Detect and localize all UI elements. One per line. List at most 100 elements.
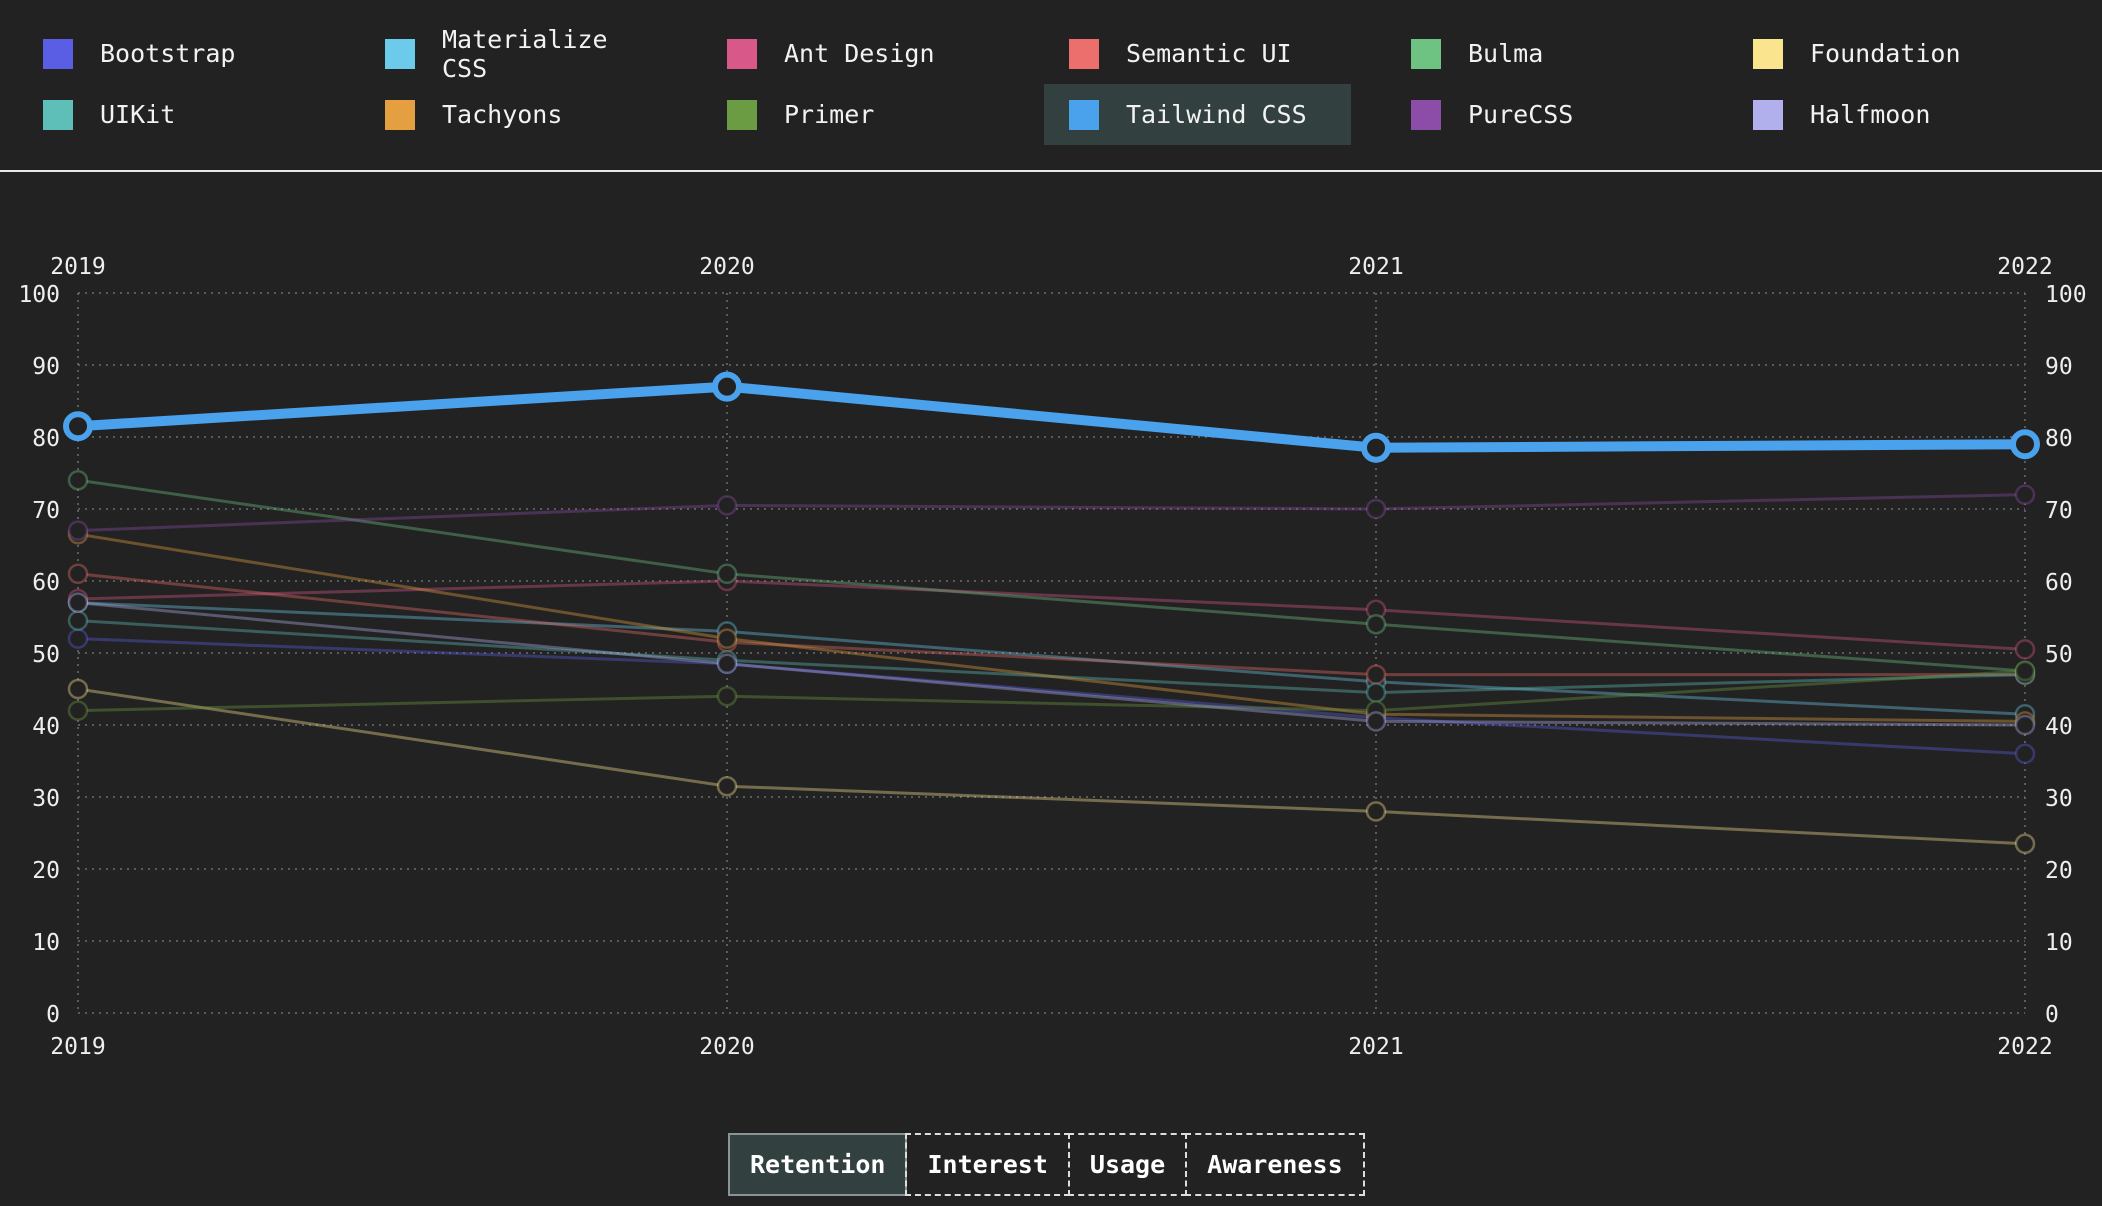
y-tick-label-left: 30 [32,786,60,812]
series-line-purecss [76,493,2027,533]
legend-item-uikit[interactable]: UIKit [18,84,318,145]
tab-interest[interactable]: Interest [905,1133,1070,1196]
series-point-purecss [67,520,89,541]
y-tick-label-left: 20 [32,858,60,884]
y-tick-label-right: 10 [2045,930,2073,956]
legend-label: Foundation [1810,39,1961,68]
legend-swatch [1069,99,1099,130]
legend-item-foundation[interactable]: Foundation [1728,23,2028,84]
series-point-halfmoon [716,653,738,675]
series-point-purecss [1365,498,1387,520]
tab-awareness[interactable]: Awareness [1185,1133,1365,1196]
legend-swatch [385,38,415,69]
legend-swatch [43,99,73,130]
legend-item-materialize-css[interactable]: Materialize CSS [360,23,660,84]
legend-label: Materialize CSS [442,24,608,83]
x-tick-label-bottom: 2020 [699,1034,754,1060]
series-point-foundation [2014,833,2036,855]
series-line-bulma [76,478,2027,673]
series-point-bulma [716,563,738,585]
series-point-uikit [1365,682,1387,703]
y-tick-label-right: 70 [2045,498,2073,524]
series-line-uikit [76,619,2027,695]
series-line-foundation [76,687,2027,846]
series-point-bootstrap [67,628,89,649]
legend-swatch [727,99,757,130]
legend-item-semantic-ui[interactable]: Semantic UI [1044,23,1344,84]
legend-label: Semantic UI [1126,39,1292,68]
series-point-primer [716,685,738,707]
series-line-tachyons [76,532,2027,723]
series-point-ant-design [2014,639,2036,660]
series-point-bulma [1365,613,1387,635]
legend-swatch [727,38,757,69]
legend-item-bootstrap[interactable]: Bootstrap [18,23,318,84]
y-tick-label-left: 90 [32,354,60,380]
legend-item-primer[interactable]: Primer [702,84,1002,145]
series-point-center [2021,440,2029,448]
tab-retention[interactable]: Retention [728,1133,908,1196]
series-point-tachyons [716,628,738,649]
legend-swatch [1753,38,1783,69]
legend-swatch [1753,99,1783,130]
legend: Bootstrap Materialize CSS Ant Design Semant… [0,0,2102,170]
series-line-bootstrap [76,637,2027,756]
y-tick-label-left: 70 [32,498,60,524]
legend-swatch [1069,38,1099,69]
series-line-semantic-ui [76,572,2027,677]
y-tick-label-right: 0 [2045,1002,2059,1028]
x-tick-label-top: 2020 [699,254,754,280]
series-point-uikit [67,610,89,631]
series-point-bulma [67,469,89,491]
series-point-center [74,422,82,430]
series-point-center [723,383,731,391]
x-tick-label-bottom: 2022 [1997,1034,2052,1060]
series-point-purecss [716,495,738,516]
legend-divider [0,170,2102,172]
x-tick-label-top: 2019 [50,254,105,280]
legend-label: Bootstrap [100,39,236,68]
legend-item-tailwind-css[interactable]: Tailwind CSS [1044,84,1351,145]
y-tick-label-left: 80 [32,426,60,452]
y-tick-label-left: 40 [32,714,60,740]
y-tick-label-right: 30 [2045,786,2073,812]
series-line-ant-design [76,579,2027,651]
y-tick-label-left: 60 [32,570,60,596]
legend-item-tachyons[interactable]: Tachyons [360,84,660,145]
legend-label: Ant Design [784,39,935,68]
y-tick-label-right: 80 [2045,426,2073,452]
series-line-primer [76,669,2027,713]
legend-swatch [1411,38,1441,69]
legend-item-ant-design[interactable]: Ant Design [702,23,1002,84]
series-point-foundation [67,678,89,700]
y-tick-label-left: 10 [32,930,60,956]
legend-label: PureCSS [1468,100,1574,129]
legend-label: UIKit [100,100,176,129]
x-tick-label-top: 2021 [1348,254,1403,280]
legend-item-halfmoon[interactable]: Halfmoon [1728,84,2028,145]
y-tick-label-right: 90 [2045,354,2073,380]
series-point-foundation [716,775,738,797]
legend-label: Bulma [1468,39,1544,68]
legend-item-purecss[interactable]: PureCSS [1386,84,1686,145]
y-tick-label-right: 50 [2045,642,2073,668]
y-tick-label-left: 50 [32,642,60,668]
series-line-materialize-css [76,601,2027,716]
metric-tabs: Retention Interest Usage Awareness [728,1133,1365,1196]
legend-item-bulma[interactable]: Bulma [1386,23,1686,84]
series-point-center [1372,444,1380,452]
series-point-primer [67,700,89,721]
series-line-tailwind-css [73,381,2030,453]
series-point-halfmoon [2014,714,2036,736]
y-tick-label-left: 100 [18,282,60,308]
series-point-foundation [1365,801,1387,822]
tab-usage[interactable]: Usage [1067,1133,1188,1196]
series-line-halfmoon [76,601,2027,727]
x-tick-label-top: 2022 [1997,254,2052,280]
legend-swatch [1411,99,1441,130]
x-tick-label-bottom: 2019 [50,1034,105,1060]
x-tick-label-bottom: 2021 [1348,1034,1403,1060]
legend-swatch [43,38,73,69]
series-point-halfmoon [67,592,89,613]
